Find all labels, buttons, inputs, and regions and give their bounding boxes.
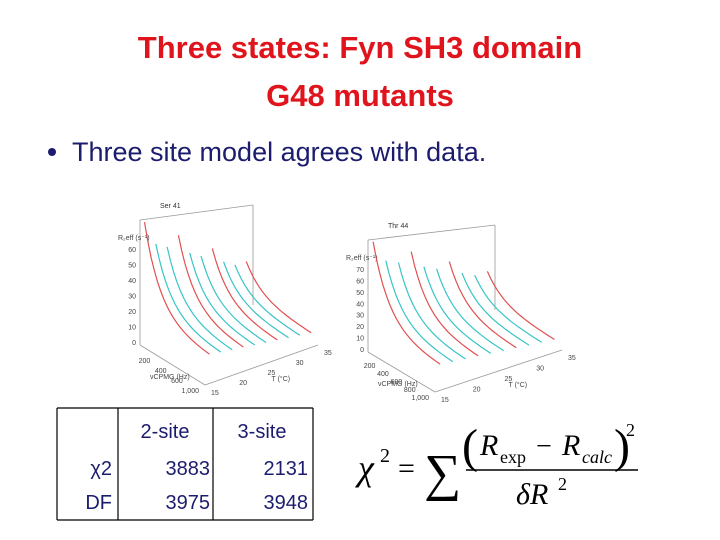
axis-line	[367, 351, 436, 393]
tick-label: 35	[324, 350, 332, 357]
tick-label: 0	[360, 347, 364, 354]
axis-line	[139, 344, 206, 386]
row-label: χ2	[90, 458, 112, 480]
dispersion-curve	[448, 261, 517, 349]
axis-label: T (°C)	[272, 375, 291, 383]
plot-panel: Thr 44 R₂eff (s⁻¹) 70 60 50 40 30 20 10 0 20040060…	[346, 223, 576, 404]
tick-label: 30	[296, 360, 304, 367]
formula-sub: exp	[500, 447, 526, 467]
table-cell: 3948	[264, 492, 309, 514]
tick-label: 1,000	[181, 388, 199, 395]
tick-label: 15	[211, 390, 219, 397]
axis-line	[204, 344, 319, 386]
dispersion-curve	[189, 252, 256, 346]
axis-line	[139, 204, 254, 221]
axis-label: R₂eff (s⁻¹)	[118, 235, 150, 242]
tick-label: 40	[128, 278, 136, 285]
formula-chi: χ	[355, 448, 375, 488]
tick-label: 10	[356, 336, 364, 343]
formula-sum: ∑	[424, 445, 461, 502]
axis-label: νCPMG (Hz)	[150, 374, 190, 381]
bullet-text: Three site model agrees with data.	[72, 137, 486, 167]
tick-label: 400	[377, 371, 389, 378]
dispersion-curve	[461, 272, 530, 346]
tick-label: 70	[356, 267, 364, 274]
tick-label: 0	[132, 340, 136, 347]
formula: χ 2 = ∑ ( R exp − R calc ) 2 δR 2	[355, 420, 638, 511]
dispersion-curve	[245, 261, 312, 334]
axis-label: R₂eff (s⁻¹)	[346, 255, 378, 262]
table-header: 2-site	[141, 421, 190, 443]
axis-label: T (°C)	[509, 381, 528, 389]
formula-sub: calc	[582, 447, 612, 467]
tick-label: 20	[356, 324, 364, 331]
row-label: DF	[85, 492, 112, 514]
formula-sup: 2	[558, 474, 567, 494]
tick-label: 25	[268, 370, 276, 377]
dispersion-curve	[223, 261, 289, 339]
tick-label: 15	[441, 397, 449, 404]
formula-sup: 2	[626, 420, 635, 440]
dispersion-curve	[423, 266, 492, 354]
tick-label: 10	[128, 325, 136, 332]
tick-label: 30	[356, 313, 364, 320]
tick-label: 600	[171, 378, 183, 385]
formula-r: R	[479, 429, 498, 462]
formula-paren: )	[614, 420, 630, 473]
tick-label: 1,000	[411, 395, 429, 402]
dispersion-curve	[143, 221, 210, 355]
tick-label: 600	[391, 379, 403, 386]
tick-label: 20	[128, 309, 136, 316]
dispersion-curve	[200, 255, 267, 343]
tick-label: 400	[155, 368, 167, 375]
tick-label: 800	[404, 387, 416, 394]
tick-label: 25	[505, 376, 513, 383]
table-cell: 3975	[166, 492, 211, 514]
dispersion-curve	[385, 260, 454, 363]
formula-equals: =	[398, 452, 415, 485]
formula-den: δR	[516, 478, 548, 511]
tick-label: 50	[356, 290, 364, 297]
axis-line	[434, 349, 563, 393]
tick-label: 60	[128, 247, 136, 254]
formula-paren: (	[462, 420, 478, 473]
tick-label: 20	[473, 387, 481, 394]
formula-r: R	[561, 429, 580, 462]
axis-label: νCPMG (Hz)	[378, 381, 418, 388]
table-cell: 3883	[166, 458, 211, 480]
formula-minus: −	[536, 431, 552, 462]
dispersion-curve	[372, 241, 441, 365]
dispersion-curve	[155, 243, 222, 353]
table-cell: 2131	[264, 458, 309, 480]
dispersion-curve	[234, 264, 301, 336]
panel-label: Thr 44	[388, 223, 408, 230]
title-line: G48 mutants	[266, 78, 454, 113]
bullet-dot	[48, 148, 56, 156]
tick-label: 20	[239, 380, 247, 387]
dispersion-curve	[177, 235, 244, 348]
tick-label: 40	[356, 301, 364, 308]
dispersion-curve	[397, 262, 466, 360]
tick-label: 30	[128, 294, 136, 301]
dispersion-curve	[166, 246, 233, 351]
tick-label: 200	[139, 358, 151, 365]
formula-sup: 2	[380, 445, 390, 467]
dispersion-curve	[211, 248, 278, 341]
dispersion-curve	[474, 274, 543, 343]
dispersion-curve	[486, 271, 555, 341]
plot-panel: Ser 41 R₂eff (s⁻¹) 60 50 40 30 20 10 0 200 400 600 1…	[118, 203, 332, 397]
table-header: 3-site	[238, 421, 287, 443]
title-line: Three states: Fyn SH3 domain	[138, 30, 582, 65]
panel-label: Ser 41	[160, 203, 181, 210]
tick-label: 200	[364, 363, 376, 370]
table	[56, 407, 314, 521]
tick-label: 60	[356, 278, 364, 285]
dispersion-curve	[436, 268, 504, 352]
tick-label: 50	[128, 263, 136, 270]
axis-line	[367, 224, 496, 241]
tick-label: 30	[536, 366, 544, 373]
tick-label: 35	[568, 355, 576, 362]
dispersion-curve	[410, 251, 479, 357]
